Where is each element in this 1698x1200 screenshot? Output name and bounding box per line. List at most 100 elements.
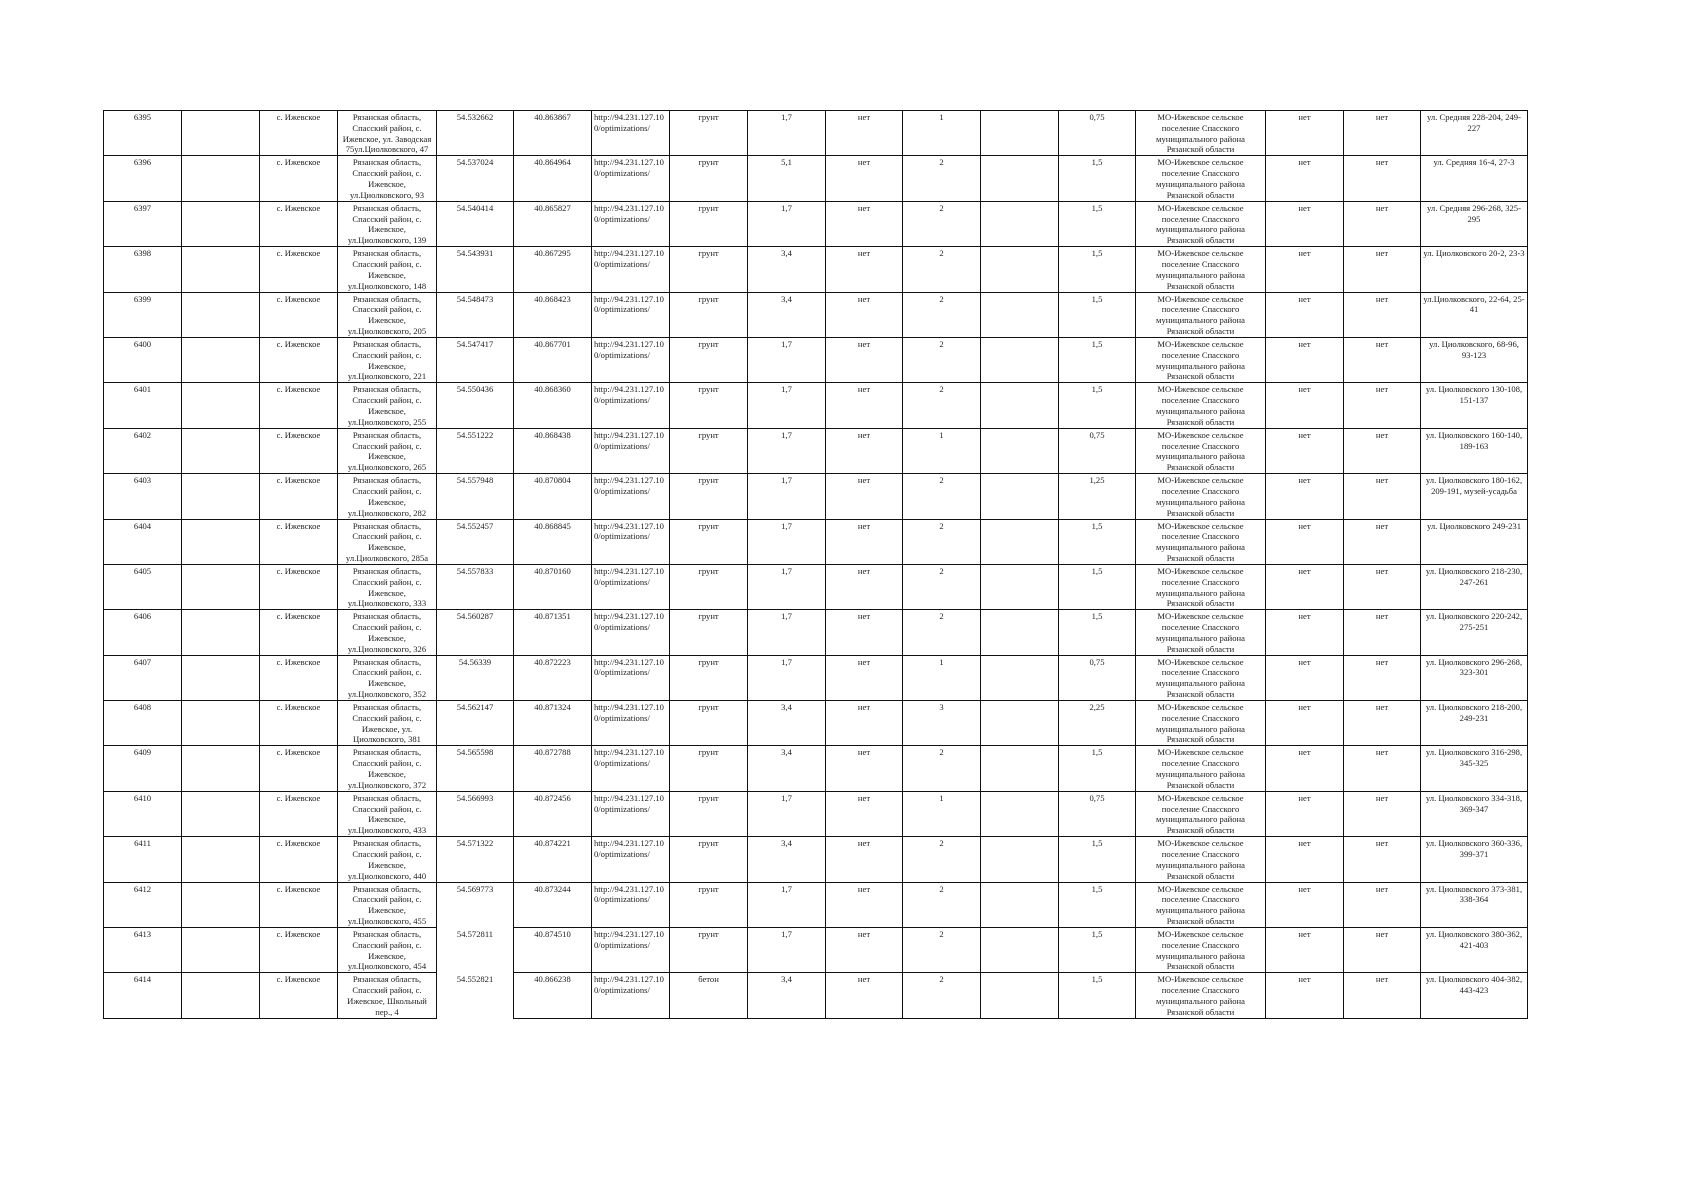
flag-cell: нет [1265,291,1344,338]
count-cell: 2 [902,291,981,338]
length-cell: 5,1 [747,155,826,202]
surface-cell: грунт [669,291,748,338]
surface-cell: грунт [669,109,748,157]
url-link[interactable]: http://94.231.127.100/optimizations/ [591,109,670,157]
flag-cell: нет [1343,654,1421,702]
url-link[interactable]: http://94.231.127.100/optimizations/ [591,836,670,883]
longitude-cell: 40.866238 [513,972,592,1019]
owner-cell: МО-Ижевское сельское поселение Спасского… [1135,836,1266,883]
length-cell: 3,4 [747,246,826,293]
row-id: 6403 [103,473,182,520]
surface-cell: грунт [669,700,748,747]
url-link[interactable]: http://94.231.127.100/optimizations/ [591,473,670,520]
url-link[interactable]: http://94.231.127.100/optimizations/ [591,200,670,248]
flag-cell: нет [1343,609,1421,656]
flag-cell: нет [1265,836,1344,883]
url-link[interactable]: http://94.231.127.100/optimizations/ [591,654,670,702]
empty-cell [181,200,260,248]
village-cell: с. Ижевское [259,609,338,656]
url-link[interactable]: http://94.231.127.100/optimizations/ [591,927,670,974]
empty-cell [181,427,260,475]
flag-cell: нет [825,382,903,429]
length-cell: 3,4 [747,836,826,883]
address-cell: Рязанская область, Спасский район, с. Иж… [337,836,437,883]
url-link[interactable]: http://94.231.127.100/optimizations/ [591,427,670,475]
village-cell: с. Ижевское [259,109,338,157]
empty-cell [980,246,1059,293]
row-id: 6400 [103,336,182,384]
url-link[interactable]: http://94.231.127.100/optimizations/ [591,972,670,1019]
streets-cell: ул. Циолковского 334-318, 369-347 [1420,790,1528,838]
table-row: 6410 с. Ижевское Рязанская область, Спасск… [103,790,1528,838]
empty-cell [980,291,1059,338]
address-cell: Рязанская область, Спасский район, с. Иж… [337,881,437,929]
row-id: 6407 [103,654,182,702]
village-cell: с. Ижевское [259,700,338,747]
flag-cell: нет [1265,745,1344,792]
address-cell: Рязанская область, Спасский район, с. Иж… [337,518,437,565]
flag-cell: нет [1343,563,1421,611]
url-link[interactable]: http://94.231.127.100/optimizations/ [591,336,670,384]
flag-cell: нет [1265,654,1344,702]
address-cell: Рязанская область, Спасский район, с. Иж… [337,609,437,656]
flag-cell: нет [825,427,903,475]
url-link[interactable]: http://94.231.127.100/optimizations/ [591,518,670,565]
address-cell: Рязанская область, Спасский район, с. Иж… [337,790,437,838]
address-cell: Рязанская область, Спасский район, с. Иж… [337,654,437,702]
area-cell: 1,5 [1058,246,1136,293]
count-cell: 2 [902,246,981,293]
surface-cell: грунт [669,155,748,202]
longitude-cell: 40.873244 [513,881,592,929]
count-cell: 2 [902,927,981,974]
latitude-cell: 54.572811 [436,927,514,973]
streets-cell: ул. Циолковского 360-336, 399-371 [1420,836,1528,883]
area-cell: 1,5 [1058,518,1136,565]
area-cell: 2,25 [1058,700,1136,747]
area-cell: 0,75 [1058,790,1136,838]
empty-cell [181,927,260,974]
url-link[interactable]: http://94.231.127.100/optimizations/ [591,609,670,656]
url-link[interactable]: http://94.231.127.100/optimizations/ [591,745,670,792]
address-cell: Рязанская область, Спасский район, с. Иж… [337,382,437,429]
streets-cell: ул. Циолковского 218-230, 247-261 [1420,563,1528,611]
table-row: 6402 с. Ижевское Рязанская область, Спасск… [103,427,1528,475]
row-id: 6414 [103,972,182,1019]
area-cell: 1,5 [1058,382,1136,429]
flag-cell: нет [1265,609,1344,656]
url-link[interactable]: http://94.231.127.100/optimizations/ [591,246,670,293]
empty-cell [181,155,260,202]
area-cell: 1,5 [1058,836,1136,883]
length-cell: 1,7 [747,473,826,520]
length-cell: 1,7 [747,427,826,475]
url-link[interactable]: http://94.231.127.100/optimizations/ [591,790,670,838]
empty-cell [980,609,1059,656]
flag-cell: нет [1265,246,1344,293]
url-link[interactable]: http://94.231.127.100/optimizations/ [591,155,670,202]
longitude-cell: 40.870804 [513,473,592,520]
area-cell: 1,5 [1058,609,1136,656]
url-link[interactable]: http://94.231.127.100/optimizations/ [591,700,670,747]
area-cell: 1,5 [1058,927,1136,974]
url-link[interactable]: http://94.231.127.100/optimizations/ [591,382,670,429]
owner-cell: МО-Ижевское сельское поселение Спасского… [1135,563,1266,611]
url-link[interactable]: http://94.231.127.100/optimizations/ [591,563,670,611]
longitude-cell: 40.868423 [513,291,592,338]
surface-cell: грунт [669,609,748,656]
count-cell: 2 [902,382,981,429]
village-cell: с. Ижевское [259,427,338,475]
url-link[interactable]: http://94.231.127.100/optimizations/ [591,881,670,929]
streets-cell: ул. Циолковского 160-140, 189-163 [1420,427,1528,475]
table-row: 6412 с. Ижевское Рязанская область, Спасск… [103,881,1528,929]
flag-cell: нет [825,336,903,384]
empty-cell [980,473,1059,520]
village-cell: с. Ижевское [259,382,338,429]
length-cell: 1,7 [747,563,826,611]
area-cell: 1,5 [1058,563,1136,611]
flag-cell: нет [825,790,903,838]
table-row: 6400 с. Ижевское Рязанская область, Спасск… [103,336,1528,384]
latitude-cell: 54.565598 [436,745,514,792]
surface-cell: грунт [669,382,748,429]
empty-cell [980,790,1059,838]
url-link[interactable]: http://94.231.127.100/optimizations/ [591,291,670,338]
latitude-cell: 54.543931 [436,246,514,293]
